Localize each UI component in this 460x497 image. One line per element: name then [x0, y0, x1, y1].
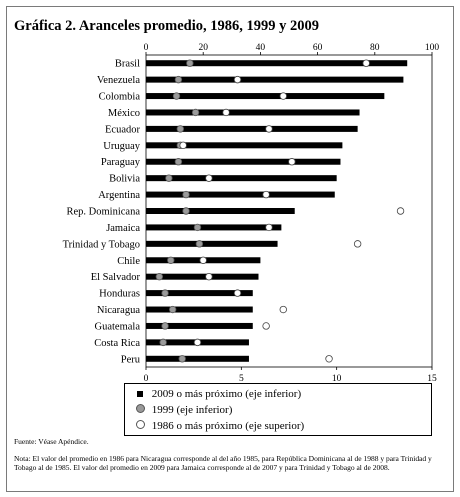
open-circle-icon	[133, 419, 147, 433]
point-1999	[195, 240, 204, 248]
point-1986	[396, 207, 405, 215]
bar-2009	[146, 109, 360, 116]
point-1986	[288, 158, 296, 166]
point-1986	[233, 75, 242, 84]
point-1999	[176, 125, 185, 133]
top-axis-tick-label: 20	[198, 43, 208, 53]
category-label: Argentina	[98, 190, 140, 201]
point-1986	[279, 305, 287, 314]
point-1999	[168, 305, 177, 314]
bar-2009	[146, 60, 408, 67]
point-1999	[165, 174, 173, 182]
bottom-axis-tick-label: 15	[427, 374, 437, 384]
point-1999	[161, 322, 169, 330]
category-label: Rep. Dominicana	[67, 207, 141, 218]
point-1986	[265, 223, 273, 232]
category-label: Uruguay	[103, 141, 140, 152]
figure-frame	[6, 6, 454, 492]
point-1986	[262, 190, 270, 199]
bar-2009	[146, 191, 335, 198]
category-label: Ecuador	[105, 124, 140, 135]
bar-2009	[146, 322, 253, 329]
legend-item-1999: 1999 (eje inferior)	[133, 403, 232, 417]
category-label: Peru	[121, 354, 141, 365]
point-1999	[161, 289, 169, 297]
bar-2009	[146, 224, 282, 231]
bar-2009	[146, 208, 295, 214]
bar-2009	[146, 158, 341, 165]
category-label: Brasil	[115, 59, 140, 70]
source-text: Fuente: Véase Apéndice.	[14, 437, 89, 446]
category-label: Paraguay	[101, 157, 141, 168]
bar-2009	[146, 240, 278, 247]
point-1986	[353, 240, 362, 248]
bar-2009	[146, 76, 404, 83]
point-1999	[174, 158, 183, 166]
bottom-axis-tick-label: 0	[144, 374, 149, 384]
bar-2009	[146, 355, 249, 362]
top-axis-tick-label: 60	[313, 43, 323, 53]
legend: 2009 o más próximo (eje inferior) 1999 (…	[124, 383, 432, 436]
chart-title: Gráfica 2. Aranceles promedio, 1986, 199…	[14, 18, 320, 34]
point-1999	[182, 190, 190, 199]
bar-2009	[146, 175, 337, 182]
legend-label-2009: 2009 o más próximo (eje inferior)	[151, 388, 302, 400]
point-1986	[362, 59, 370, 67]
category-label: México	[108, 108, 140, 119]
point-1986	[265, 125, 273, 133]
category-label: Chile	[117, 256, 140, 267]
point-1999	[193, 223, 202, 232]
point-1999	[186, 59, 194, 67]
legend-item-2009: 2009 o más próximo (eje inferior)	[133, 387, 301, 401]
point-1986	[205, 272, 213, 281]
category-label: Venezuela	[97, 75, 140, 86]
category-label: Costa Rica	[94, 338, 140, 349]
point-1986	[199, 256, 207, 264]
point-1986	[233, 289, 242, 297]
bottom-axis-tick-label: 10	[332, 374, 342, 384]
point-1999	[167, 256, 175, 264]
point-1999	[191, 108, 200, 117]
legend-item-1986: 1986 o más próximo (eje superior)	[133, 419, 304, 433]
point-1986	[262, 322, 270, 330]
bar-2009	[146, 125, 358, 132]
category-label: Bolivia	[109, 174, 140, 185]
point-1999	[172, 92, 181, 100]
category-label: Honduras	[99, 289, 140, 300]
point-1999	[155, 272, 164, 281]
grey-circle-icon	[133, 403, 147, 417]
top-axis-tick-label: 100	[425, 43, 440, 53]
black-square-icon	[133, 387, 147, 401]
bar-2009	[146, 273, 259, 280]
point-1999	[159, 338, 167, 347]
point-1986	[205, 174, 213, 182]
point-1999	[174, 75, 183, 84]
point-1986	[325, 355, 333, 363]
point-1986	[222, 108, 230, 117]
note-text: Nota: El valor del promedio en 1986 para…	[14, 454, 432, 472]
point-1999	[178, 355, 186, 363]
category-label: Trinidad y Tobago	[63, 239, 140, 250]
category-label: Nicaragua	[97, 305, 140, 316]
legend-label-1986: 1986 o más próximo (eje superior)	[151, 420, 305, 432]
legend-label-1999: 1999 (eje inferior)	[151, 404, 233, 416]
top-axis-tick-label: 0	[144, 43, 149, 53]
point-1999	[182, 207, 190, 215]
top-axis-tick-label: 40	[256, 43, 266, 53]
bar-2009	[146, 306, 253, 313]
point-1986	[193, 338, 202, 347]
category-label: Guatemala	[95, 321, 141, 332]
bar-2009	[146, 290, 253, 297]
bar-2009	[146, 93, 385, 100]
point-1986	[179, 141, 187, 150]
point-1986	[279, 92, 287, 100]
top-axis-tick-label: 80	[370, 43, 380, 53]
bottom-axis-tick-label: 5	[239, 374, 244, 384]
category-label: El Salvador	[91, 272, 141, 283]
category-label: Colombia	[99, 92, 141, 103]
category-label: Jamaica	[106, 223, 140, 234]
bar-2009	[146, 142, 343, 149]
